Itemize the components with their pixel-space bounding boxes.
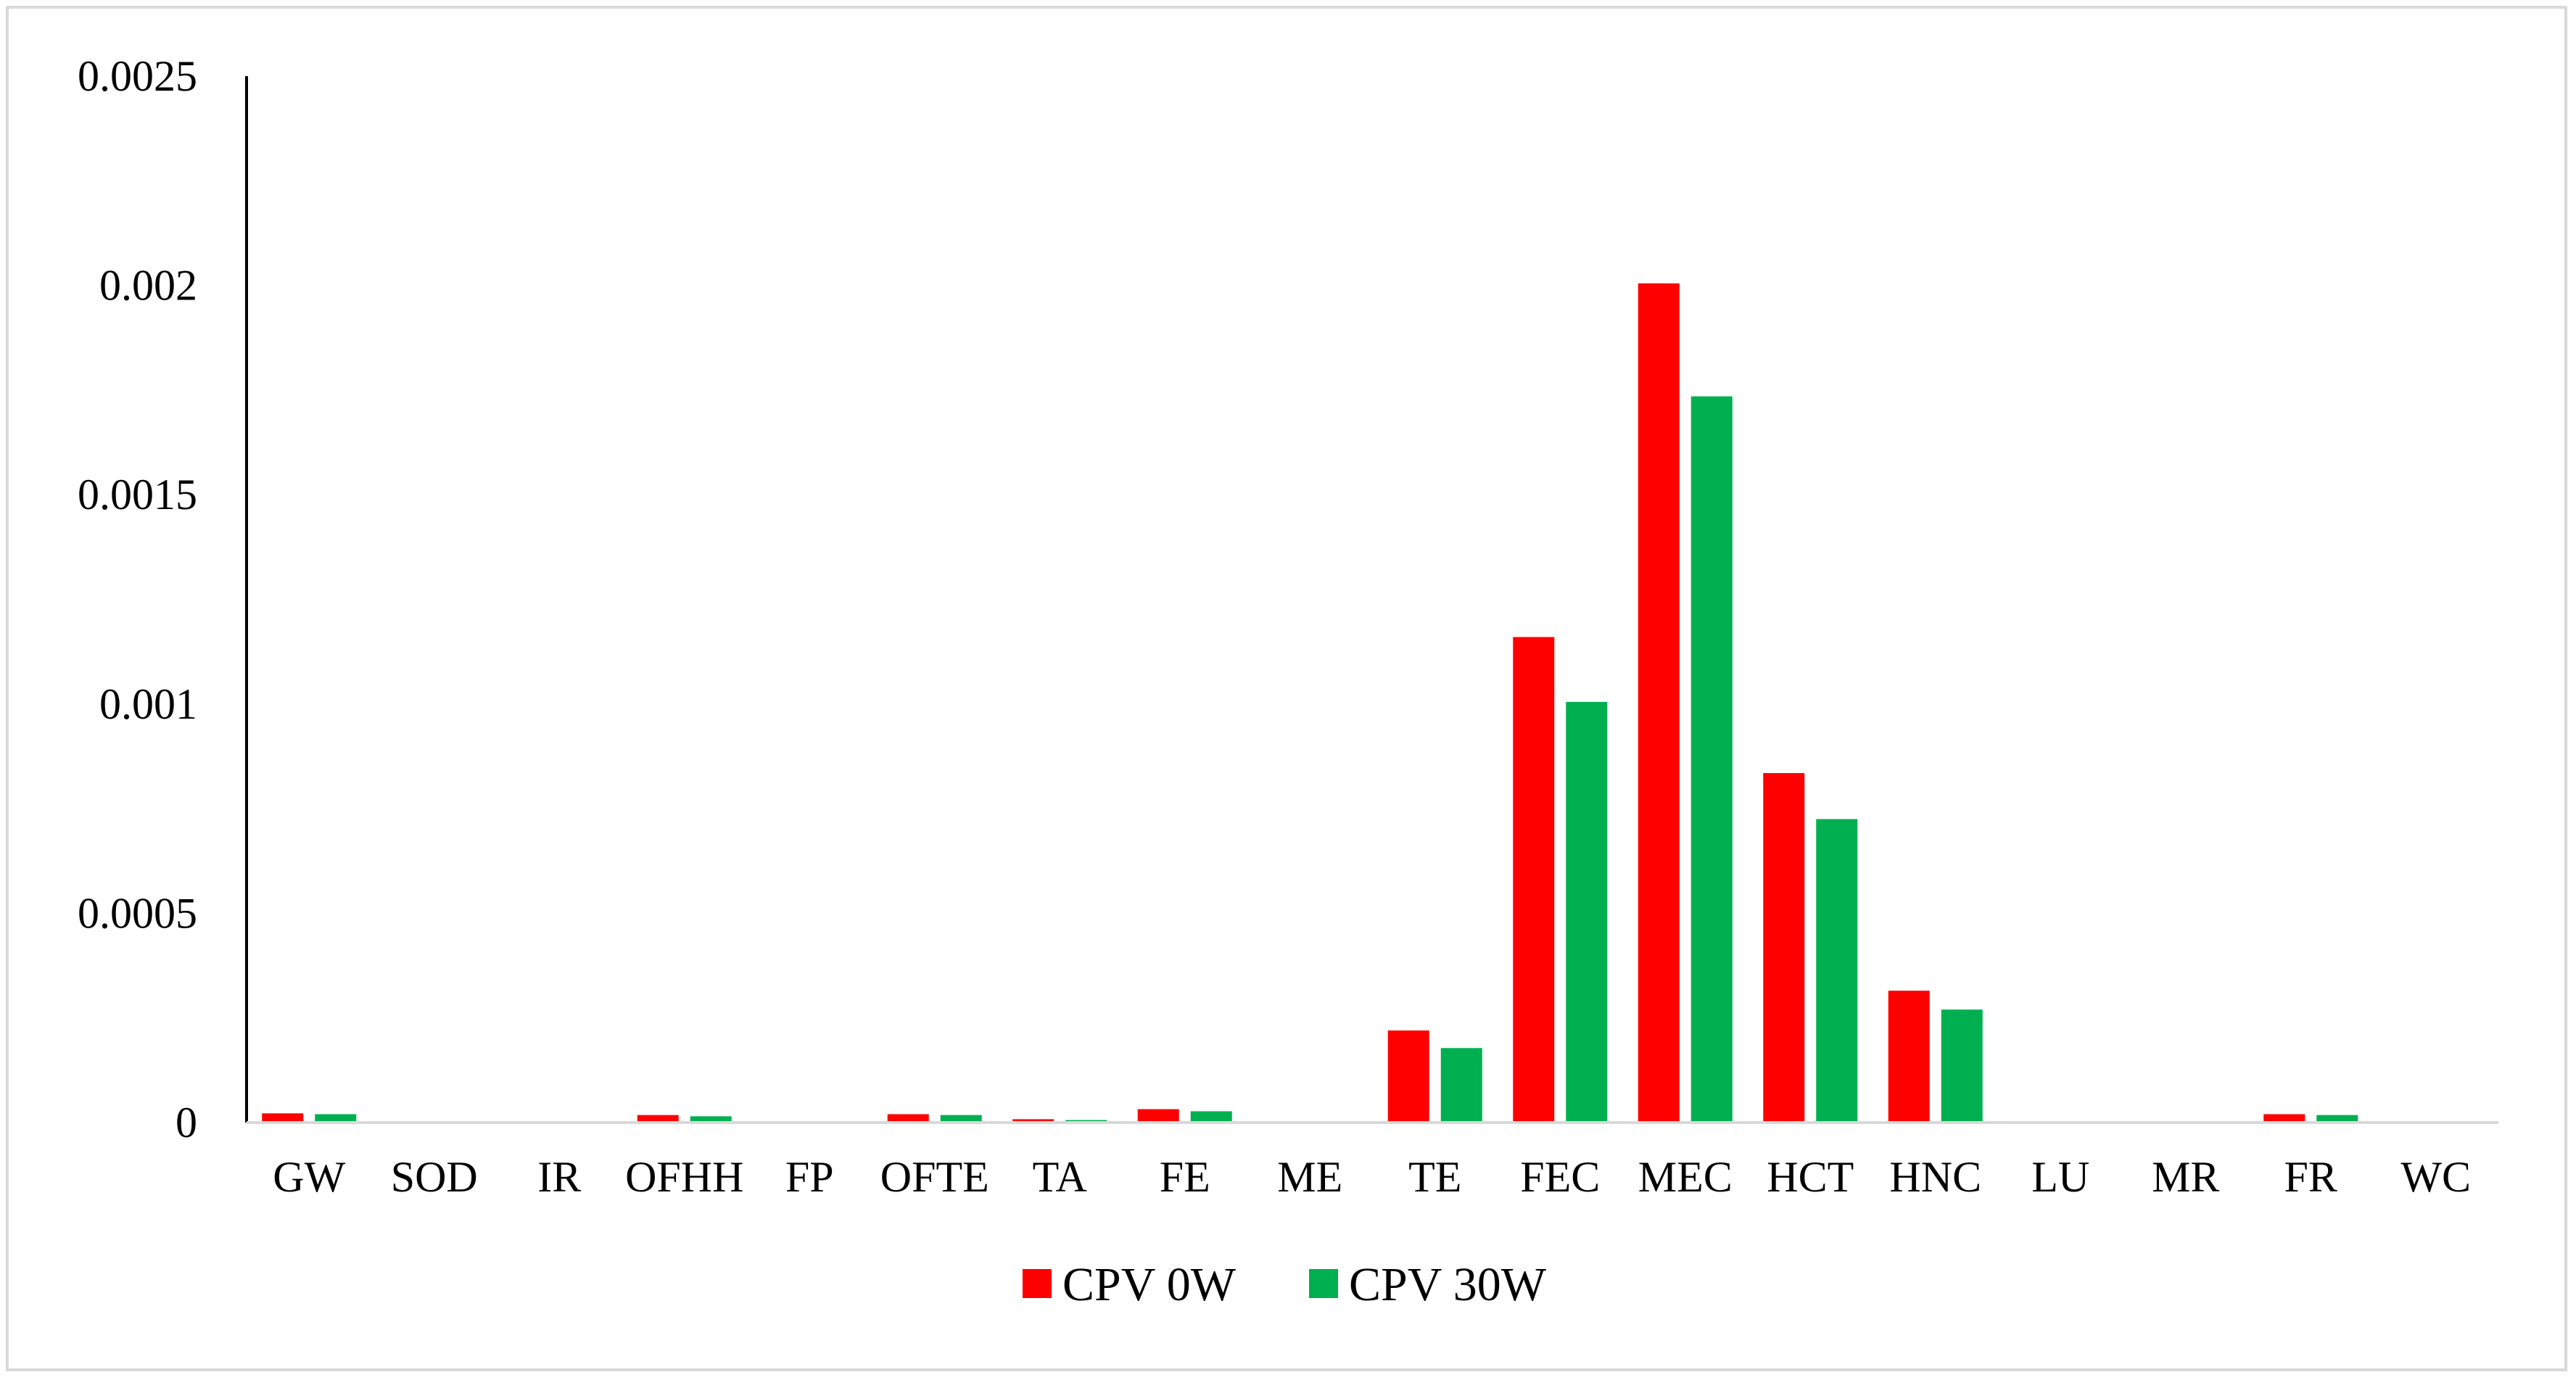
bar-cpv-30w-gw (315, 1114, 357, 1123)
legend-swatch (1023, 1269, 1052, 1298)
bar-cpv-30w-ofte (940, 1115, 982, 1123)
legend-swatch (1309, 1269, 1338, 1298)
bar-cpv-0w-hct (1763, 773, 1805, 1123)
x-tick-label: FP (785, 1153, 834, 1201)
x-tick-label: MR (2152, 1153, 2219, 1201)
bar-cpv-0w-hnc (1888, 991, 1930, 1123)
bar-cpv-30w-fe (1190, 1111, 1232, 1123)
chart-frame (6, 6, 2567, 1371)
x-tick-label: WC (2400, 1153, 2471, 1201)
bar-cpv-0w-ta (1012, 1119, 1054, 1123)
x-tick-label: LU (2031, 1153, 2089, 1201)
y-tick-label: 0.0015 (78, 471, 197, 518)
x-tick-label: OFHH (625, 1153, 743, 1201)
bar-cpv-0w-ofhh (637, 1115, 679, 1123)
x-tick-label: HNC (1889, 1153, 1981, 1201)
bar-cpv-30w-ofhh (690, 1116, 732, 1123)
bars (262, 283, 2358, 1123)
x-tick-label: FR (2284, 1153, 2337, 1201)
y-tick-label: 0 (176, 1099, 197, 1146)
bar-cpv-0w-te (1387, 1030, 1429, 1123)
x-tick-label: TE (1408, 1153, 1461, 1201)
x-tick-label: HCT (1767, 1153, 1854, 1201)
legend-label: CPV 30W (1349, 1258, 1547, 1311)
bar-cpv-30w-mec (1690, 396, 1733, 1123)
bar-cpv-0w-fec (1513, 637, 1555, 1123)
bar-cpv-30w-hnc (1941, 1009, 1983, 1123)
x-tick-label: MEC (1638, 1153, 1733, 1201)
y-tick-label: 0.001 (99, 680, 197, 728)
legend: CPV 0W CPV 30W (1023, 1258, 1547, 1311)
bar-cpv-30w-fec (1566, 701, 1608, 1123)
x-tick-label: SOD (391, 1153, 478, 1201)
bar-cpv-0w-gw (262, 1113, 304, 1123)
y-tick-label: 0.0005 (78, 889, 197, 937)
x-axis: GW SOD IR OFHH FP OFTE TA FE ME TE FEC MEC HCT HNC LU M… (247, 1121, 2498, 1201)
bar-cpv-0w-mec (1638, 283, 1680, 1123)
y-tick-label: 0.002 (99, 262, 197, 310)
bar-cpv-0w-fr (2263, 1114, 2305, 1123)
x-tick-label: ME (1277, 1153, 1342, 1201)
bar-cpv-30w-hct (1816, 819, 1858, 1123)
legend-label: CPV 0W (1062, 1258, 1237, 1311)
x-tick-label: IR (537, 1153, 581, 1201)
bar-cpv-0w-ofte (887, 1114, 929, 1123)
x-tick-label: FE (1160, 1153, 1210, 1201)
bar-cpv-30w-te (1440, 1048, 1482, 1123)
y-axis: 0 0.0005 0.001 0.0015 0.002 0.0025 (78, 52, 248, 1146)
x-tick-label: OFTE (880, 1153, 989, 1201)
bar-cpv-30w-fr (2316, 1115, 2358, 1123)
y-tick-label: 0.0025 (78, 52, 197, 100)
x-tick-label: GW (273, 1153, 345, 1201)
x-tick-label: TA (1033, 1153, 1087, 1201)
x-tick-label: FEC (1520, 1153, 1600, 1201)
bar-cpv-0w-fe (1137, 1109, 1179, 1123)
